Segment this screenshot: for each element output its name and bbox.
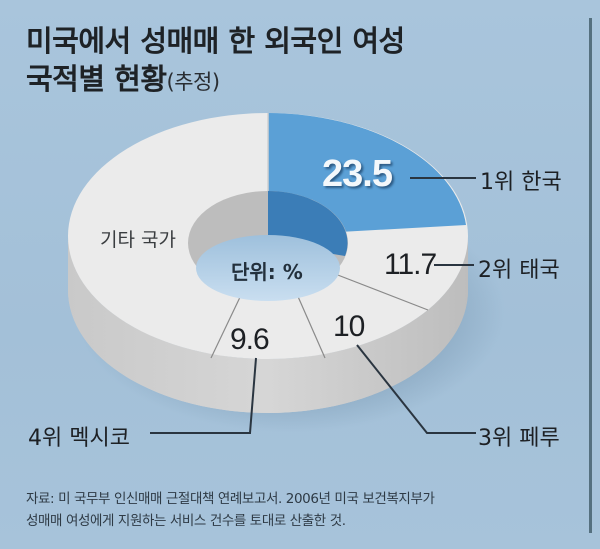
rank-peru: 3위 페루 — [478, 426, 560, 451]
right-border-rule — [589, 18, 592, 533]
source-note: 자료: 미 국무부 인신매매 근절대책 연례보고서. 2006년 미국 보건복지… — [26, 488, 435, 532]
rank-korea: 1위 한국 — [480, 170, 562, 195]
rank-mexico: 4위 멕시코 — [28, 426, 130, 451]
value-korea: 23.5 — [322, 153, 393, 195]
value-peru: 10 — [333, 310, 365, 343]
unit-label: 단위: % — [231, 260, 303, 284]
title-line-1: 미국에서 성매매 한 외국인 여성 — [26, 24, 405, 58]
source-line-2: 성매매 여성에게 지원하는 서비스 건수를 토대로 산출한 것. — [26, 513, 346, 529]
label-others: 기타 국가 — [100, 229, 176, 251]
chart-title: 미국에서 성매매 한 외국인 여성 국적별 현황(추정) — [26, 22, 405, 101]
source-line-1: 자료: 미 국무부 인신매매 근절대책 연례보고서. 2006년 미국 보건복지… — [26, 491, 435, 507]
title-line-2: 국적별 현황(추정) — [26, 62, 221, 96]
leader-mexico — [150, 357, 257, 434]
value-thailand: 11.7 — [384, 248, 437, 281]
leader-peru — [356, 344, 476, 434]
donut-hole-floor — [196, 235, 340, 301]
divider-peru-mexico — [295, 291, 326, 359]
divider-mexico-others — [210, 292, 243, 359]
rank-thailand: 2위 태국 — [478, 258, 560, 283]
value-mexico: 9.6 — [230, 323, 270, 356]
title-note: (추정) — [166, 70, 221, 94]
divider-thailand-peru — [329, 271, 429, 311]
